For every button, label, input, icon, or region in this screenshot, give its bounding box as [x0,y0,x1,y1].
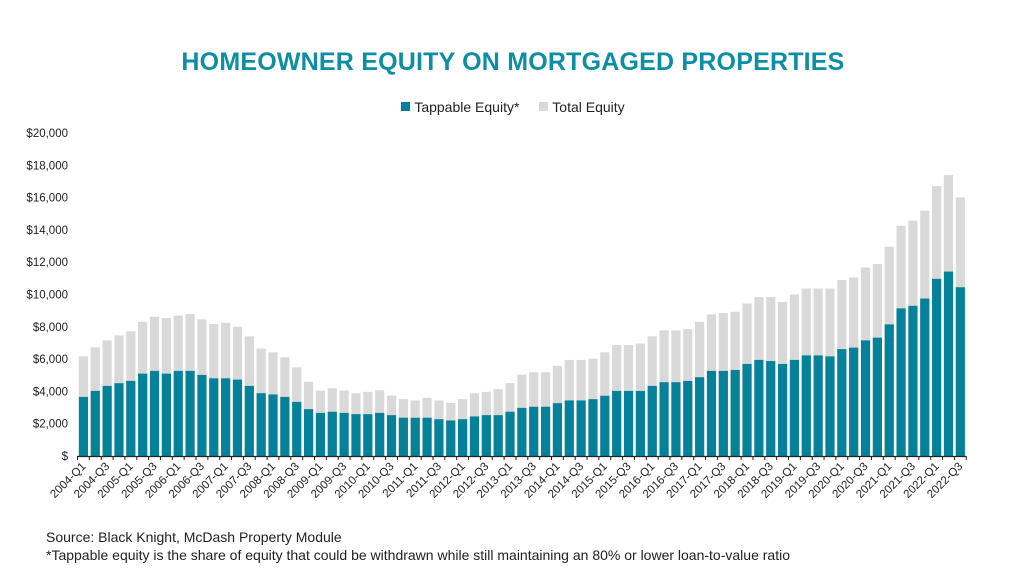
tappable-equity-bar [102,385,112,456]
tappable-equity-bar [955,287,965,456]
tappable-equity-bar [706,370,717,456]
tappable-equity-bar [837,349,847,456]
tappable-equity-bar [742,363,752,456]
tappable-equity-bar [90,390,100,456]
tappable-equity-bar [398,417,408,456]
tappable-equity-bar [932,278,942,456]
y-tick-label: $14,000 [26,225,68,237]
y-tick-label: $ [62,451,69,463]
tappable-equity-bar [659,382,669,456]
legend-label-tappable: Tappable Equity* [414,98,520,115]
legend: Tappable Equity* Total Equity [0,98,1026,115]
tappable-equity-bar [777,363,788,456]
tappable-equity-bar [138,373,148,456]
tappable-equity-bar [185,370,195,456]
tappable-equity-bar [315,412,326,456]
tappable-equity-bar [683,380,693,456]
tappable-equity-bar [410,417,420,456]
tappable-equity-bar [730,369,740,456]
tappable-equity-bar [422,417,432,456]
tappable-equity-bar [303,409,314,456]
tappable-equity-bar [339,412,349,456]
chart-title: HOMEOWNER EQUITY ON MORTGAGED PROPERTIES [181,48,845,76]
tappable-equity-bar [173,370,183,456]
footnote: *Tappable equity is the share of equity … [46,547,790,563]
tappable-equity-bar [600,395,610,456]
y-tick-label: $8,000 [33,322,68,334]
chart-notes: Source: Black Knight, McDash Property Mo… [46,528,790,564]
tappable-equity-bar [754,359,764,456]
tappable-equity-bar [280,396,290,456]
tappable-equity-bar [351,414,361,456]
tappable-equity-bar [908,305,918,456]
tappable-equity-bar [529,406,539,456]
legend-item-total: Total Equity [539,98,625,115]
tappable-equity-bar [920,298,930,456]
tappable-equity-bar [813,355,823,456]
tappable-equity-bar [896,308,906,456]
tappable-equity-bar [801,355,811,456]
y-tick-label: $2,000 [33,419,68,431]
tappable-equity-bar [126,380,136,456]
legend-item-tappable: Tappable Equity* [401,99,519,115]
y-tick-label: $6,000 [33,354,68,366]
tappable-equity-bar [458,419,468,456]
tappable-equity-bar [612,390,622,456]
tappable-equity-bar [469,416,480,456]
tappable-equity-bar [825,356,835,456]
tappable-equity-bar [114,383,124,456]
tappable-equity-bar [623,390,634,456]
tappable-equity-bar [860,340,871,456]
y-tick-label: $18,000 [26,160,68,172]
tappable-equity-bar [363,414,373,456]
y-tick-label: $12,000 [26,257,68,269]
source-note: Source: Black Knight, McDash Property Mo… [46,529,342,545]
tappable-equity-bar [149,370,160,456]
tappable-equity-bar [493,415,503,456]
tappable-equity-bar [268,394,278,456]
legend-swatch-tappable [401,102,411,111]
tappable-equity-bar [327,411,337,456]
tappable-equity-bar [695,377,705,456]
tappable-equity-bar [564,400,574,456]
tappable-equity-bar [943,271,954,456]
tappable-equity-bar [197,374,207,456]
tappable-equity-bar [481,415,491,456]
tappable-equity-bar [244,385,254,456]
tappable-equity-bar [671,382,681,456]
tappable-equity-bar [292,401,302,456]
legend-label-total: Total Equity [552,98,625,115]
tappable-equity-bar [78,396,89,456]
tappable-equity-bar [505,411,515,456]
tappable-equity-bar [161,373,171,456]
tappable-equity-bar [221,378,231,456]
tappable-equity-bar [766,361,776,456]
tappable-equity-bar [540,406,551,456]
legend-swatch-total [539,102,549,111]
y-tick-label: $16,000 [26,193,68,205]
tappable-equity-bar [552,403,563,456]
tappable-equity-bar [576,400,586,456]
tappable-equity-bar [232,379,243,456]
tappable-equity-bar [635,390,645,456]
tappable-equity-bar [375,412,385,456]
tappable-equity-bar [789,359,800,456]
tappable-equity-bar [647,385,657,456]
tappable-equity-bar [849,347,859,456]
tappable-equity-bar [517,407,527,456]
tappable-equity-bar [256,393,266,456]
tappable-equity-bar [872,337,882,456]
tappable-equity-bar [718,370,728,456]
y-tick-label: $10,000 [26,290,68,302]
tappable-equity-bar [386,415,397,456]
tappable-equity-bar [588,399,598,456]
tappable-equity-bar [209,378,219,456]
tappable-equity-bar [434,419,444,456]
y-tick-label: $20,000 [26,128,68,140]
tappable-equity-bar [884,324,894,456]
y-tick-label: $4,000 [33,386,68,398]
tappable-equity-bar [446,420,456,456]
